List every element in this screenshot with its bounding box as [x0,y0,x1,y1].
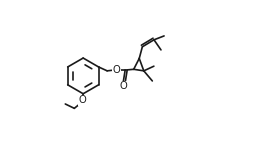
Text: O: O [120,81,127,91]
Text: O: O [79,95,86,105]
Text: O: O [112,65,120,75]
